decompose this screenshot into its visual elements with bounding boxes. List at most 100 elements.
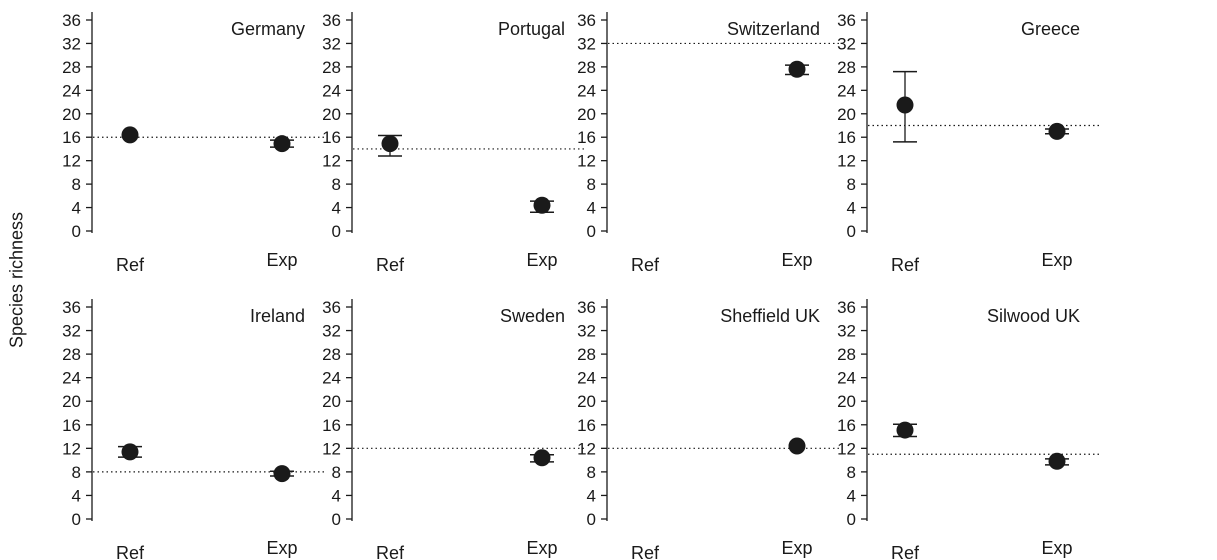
y-tick-label: 20 xyxy=(322,392,341,411)
x-tick-label: Exp xyxy=(1041,538,1072,558)
y-tick-label: 28 xyxy=(62,345,81,364)
x-tick-label: Exp xyxy=(526,250,557,270)
y-tick-label: 28 xyxy=(62,58,81,77)
y-tick-label: 8 xyxy=(72,175,81,194)
x-tick-label: Ref xyxy=(631,255,660,275)
panel: 0 4 8 12 16 20 24 28 32 36 Ref Exp Silwood UK xyxy=(837,298,1099,560)
y-tick-label: 4 xyxy=(72,486,81,505)
data-point xyxy=(121,443,139,461)
y-tick-label: 20 xyxy=(322,105,341,124)
x-tick-label: Ref xyxy=(631,543,660,560)
x-tick-label: Ref xyxy=(116,255,145,275)
x-tick-label: Ref xyxy=(376,255,405,275)
y-tick-label: 24 xyxy=(577,369,596,388)
y-tick-label: 8 xyxy=(332,463,341,482)
panel: 0 4 8 12 16 20 24 28 32 36 Ref Exp Sweden xyxy=(322,298,584,560)
y-tick-label: 0 xyxy=(847,510,856,529)
panel: 0 4 8 12 16 20 24 28 32 36 Ref Exp Switzerland xyxy=(577,11,839,275)
x-tick-label: Exp xyxy=(266,250,297,270)
y-tick-label: 8 xyxy=(72,463,81,482)
y-tick-label: 16 xyxy=(577,416,596,435)
y-tick-label: 32 xyxy=(62,34,81,53)
y-tick-label: 32 xyxy=(577,34,596,53)
y-tick-label: 0 xyxy=(587,222,596,241)
data-point xyxy=(533,449,551,467)
y-tick-label: 12 xyxy=(62,439,81,458)
y-tick-label: 12 xyxy=(322,152,341,171)
y-tick-label: 16 xyxy=(62,128,81,147)
y-tick-label: 0 xyxy=(72,222,81,241)
y-tick-label: 24 xyxy=(837,81,856,100)
y-tick-label: 20 xyxy=(577,105,596,124)
y-tick-label: 16 xyxy=(62,416,81,435)
x-tick-label: Ref xyxy=(891,255,920,275)
y-tick-label: 20 xyxy=(62,105,81,124)
y-tick-label: 12 xyxy=(837,152,856,171)
y-tick-label: 4 xyxy=(332,199,341,218)
y-tick-label: 0 xyxy=(332,222,341,241)
y-tick-label: 8 xyxy=(847,175,856,194)
y-tick-label: 28 xyxy=(322,345,341,364)
data-point xyxy=(896,96,914,114)
panel-title: Sweden xyxy=(500,306,565,326)
y-tick-label: 24 xyxy=(837,369,856,388)
x-tick-label: Exp xyxy=(526,538,557,558)
y-tick-label: 12 xyxy=(322,439,341,458)
panel: 0 4 8 12 16 20 24 28 32 36 Ref Exp Ireland xyxy=(62,298,324,560)
y-tick-label: 24 xyxy=(322,81,341,100)
y-tick-label: 28 xyxy=(837,345,856,364)
panel: 0 4 8 12 16 20 24 28 32 36 Ref Exp Sheffield UK xyxy=(577,298,839,560)
y-tick-label: 8 xyxy=(587,175,596,194)
data-point xyxy=(533,196,551,214)
y-tick-label: 32 xyxy=(62,322,81,341)
y-tick-label: 32 xyxy=(322,34,341,53)
y-tick-label: 12 xyxy=(577,439,596,458)
y-tick-label: 4 xyxy=(587,199,596,218)
y-tick-label: 4 xyxy=(587,486,596,505)
y-tick-label: 36 xyxy=(322,298,341,317)
y-tick-label: 24 xyxy=(322,369,341,388)
y-tick-label: 36 xyxy=(62,11,81,30)
data-point xyxy=(381,135,399,153)
y-tick-label: 20 xyxy=(577,392,596,411)
panel-title: Portugal xyxy=(498,19,565,39)
panel-title: Germany xyxy=(231,19,305,39)
y-tick-label: 8 xyxy=(587,463,596,482)
panel-title: Silwood UK xyxy=(987,306,1080,326)
y-tick-label: 28 xyxy=(577,345,596,364)
y-tick-label: 36 xyxy=(577,11,596,30)
panel-title: Switzerland xyxy=(727,19,820,39)
y-tick-label: 0 xyxy=(587,510,596,529)
y-tick-label: 28 xyxy=(322,58,341,77)
panel-title: Ireland xyxy=(250,306,305,326)
data-point xyxy=(1048,452,1066,470)
y-tick-label: 32 xyxy=(837,34,856,53)
panel-title: Sheffield UK xyxy=(720,306,820,326)
y-tick-label: 36 xyxy=(577,298,596,317)
y-tick-label: 4 xyxy=(332,486,341,505)
y-tick-label: 20 xyxy=(62,392,81,411)
y-tick-label: 0 xyxy=(72,510,81,529)
y-tick-label: 0 xyxy=(847,222,856,241)
y-tick-label: 4 xyxy=(847,199,856,218)
y-tick-label: 24 xyxy=(62,369,81,388)
data-point xyxy=(1048,122,1066,140)
y-tick-label: 16 xyxy=(837,128,856,147)
data-point xyxy=(788,60,806,78)
y-tick-label: 32 xyxy=(577,322,596,341)
panel: 0 4 8 12 16 20 24 28 32 36 Ref Exp Portugal xyxy=(322,11,584,275)
y-tick-label: 20 xyxy=(837,392,856,411)
y-tick-label: 0 xyxy=(332,510,341,529)
y-tick-label: 16 xyxy=(577,128,596,147)
x-tick-label: Exp xyxy=(1041,250,1072,270)
panel: 0 4 8 12 16 20 24 28 32 36 Ref Exp Greece xyxy=(837,11,1099,275)
y-tick-label: 20 xyxy=(837,105,856,124)
y-tick-label: 32 xyxy=(322,322,341,341)
y-tick-label: 36 xyxy=(837,11,856,30)
y-tick-label: 4 xyxy=(847,486,856,505)
data-point xyxy=(273,465,291,483)
x-tick-label: Exp xyxy=(266,538,297,558)
panel-title: Greece xyxy=(1021,19,1080,39)
x-tick-label: Exp xyxy=(781,538,812,558)
x-tick-label: Exp xyxy=(781,250,812,270)
